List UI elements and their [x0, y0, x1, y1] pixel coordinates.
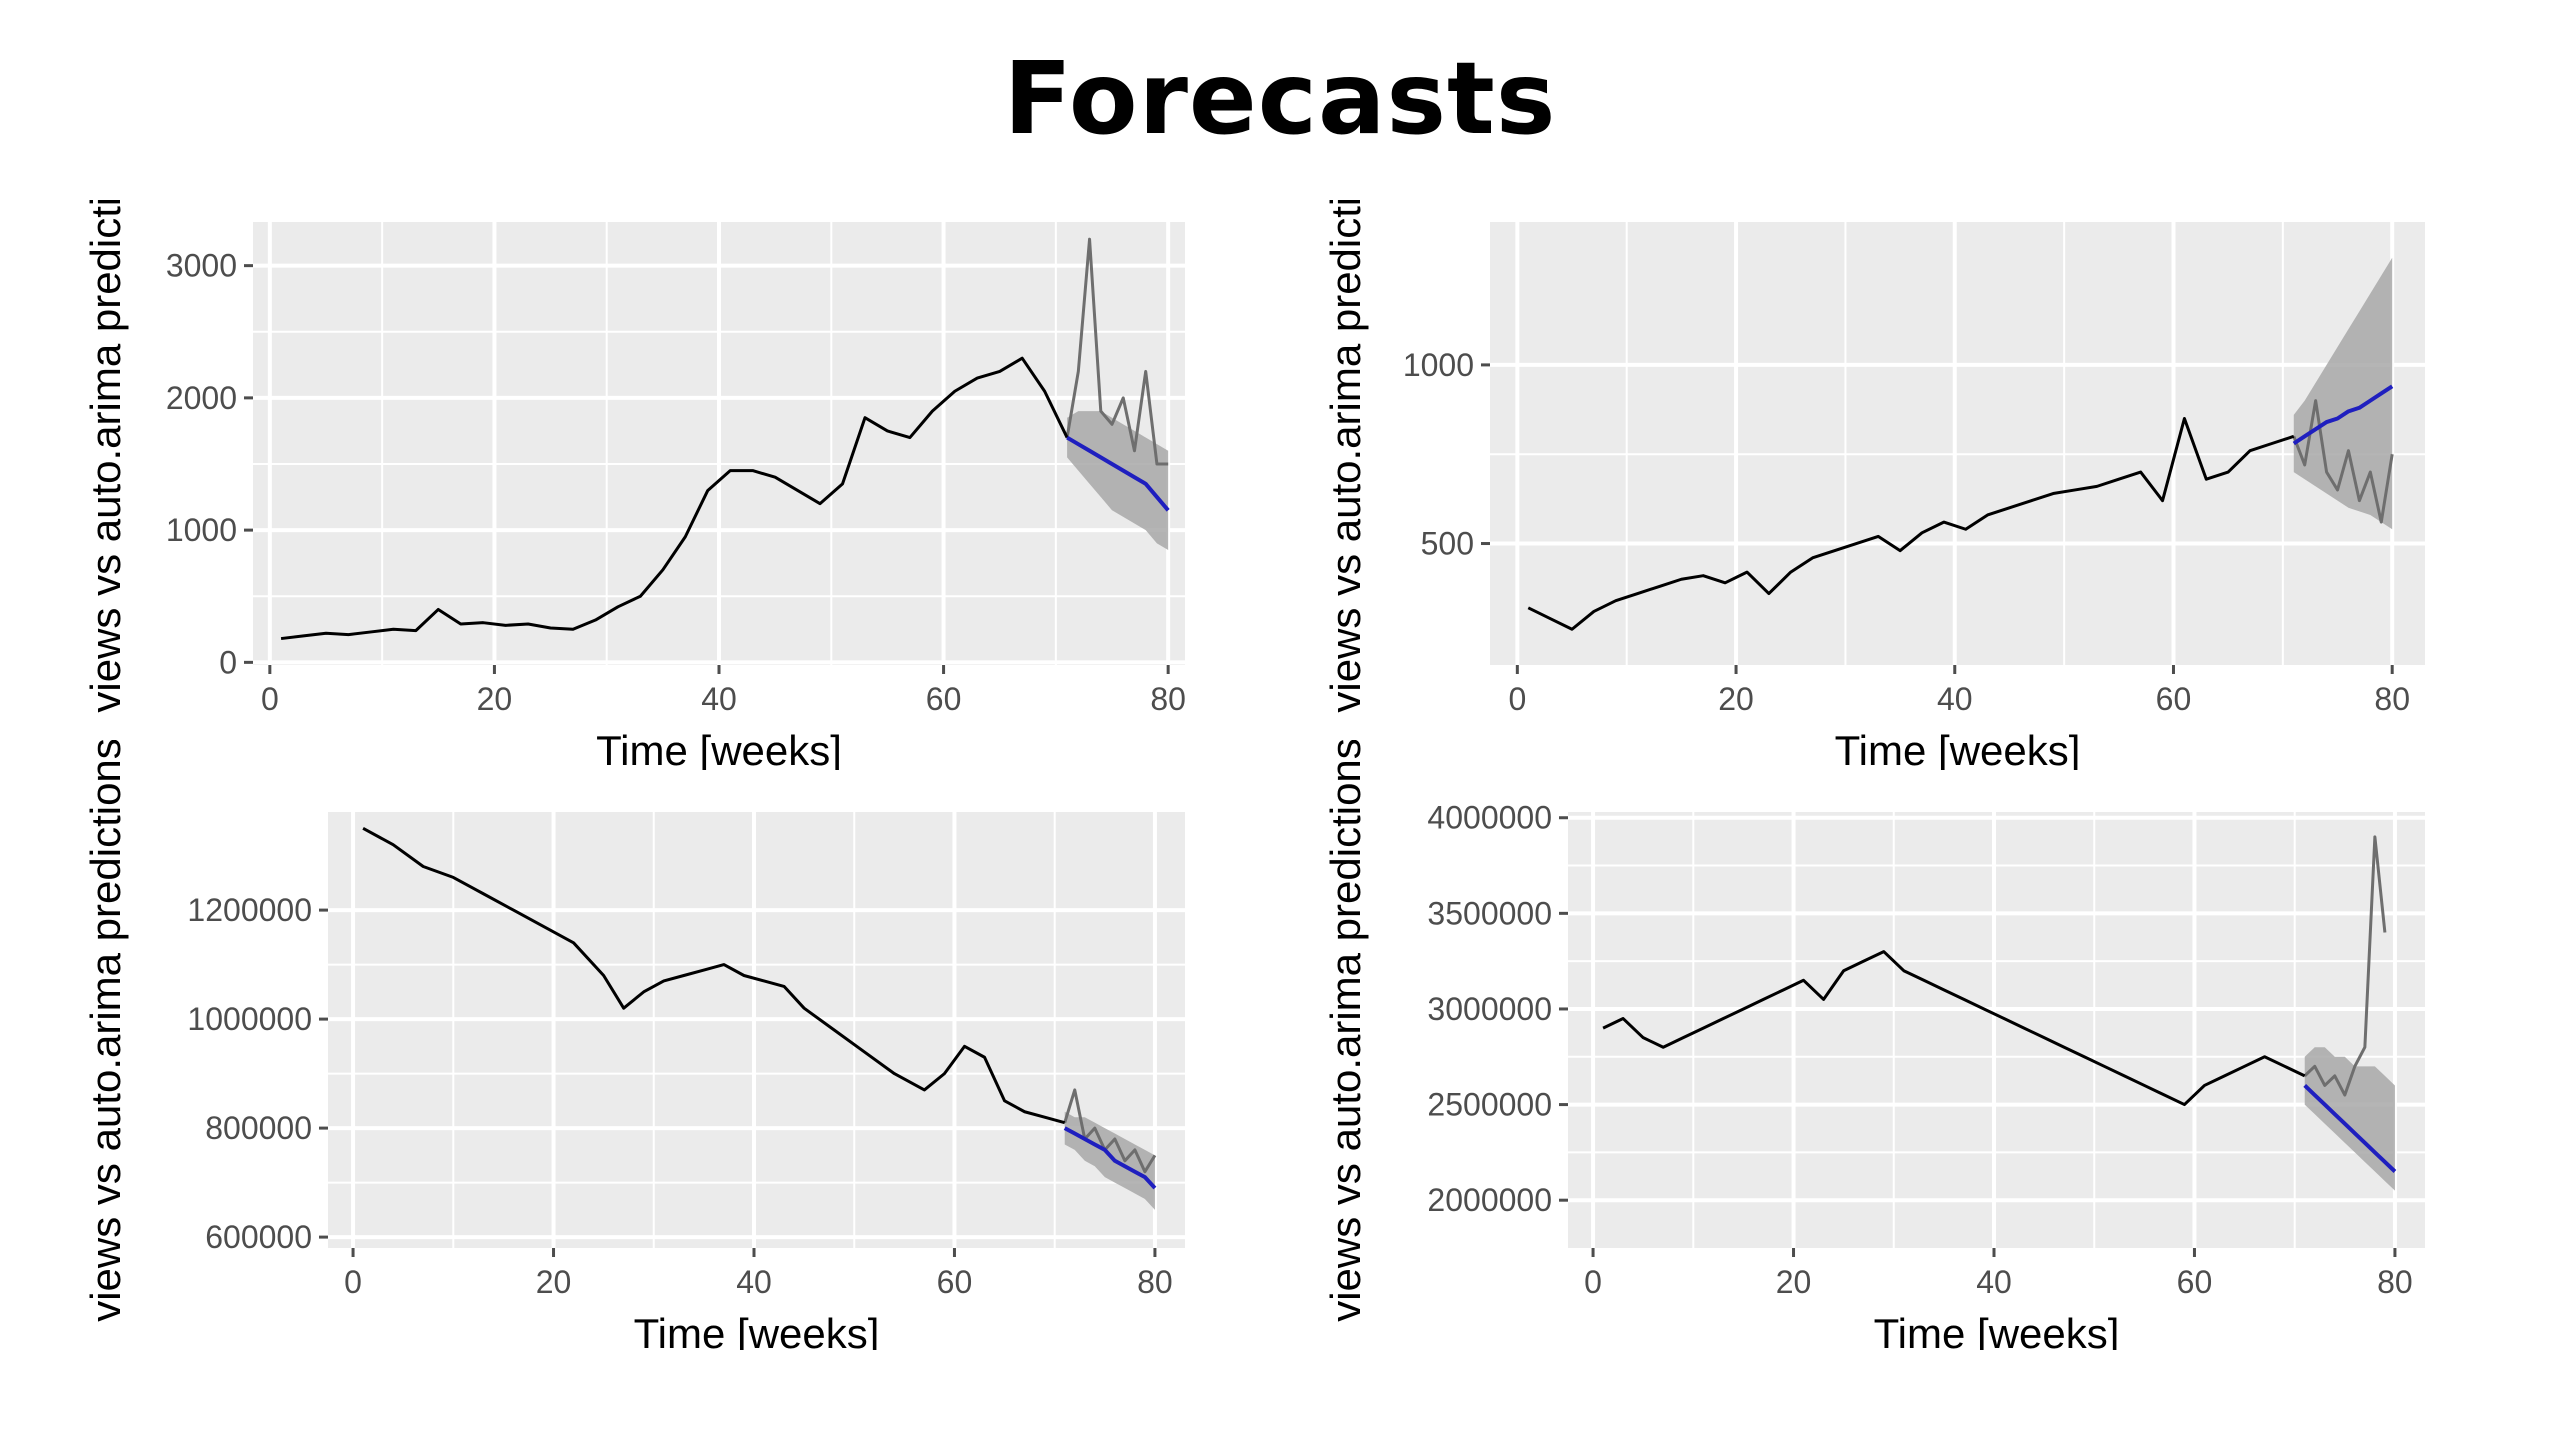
forecast-line: [2292, 384, 2394, 446]
forecast-chart-top-right: 0 20 40 60 80 500 1000 Time [weeks] views vs aut…: [1300, 200, 2480, 770]
forecast-chart-bottom-left: 0 20 40 60 80 600000 800000 1000000 1200000 Time …: [60, 740, 1240, 1350]
x-tick-label: 80: [1150, 681, 1186, 717]
x-axis-title: Time [weeks]: [1874, 1310, 2120, 1350]
plot-panel: [1568, 812, 2425, 1248]
y-tick-label: 4000000: [1427, 800, 1552, 836]
plot-panel: [1490, 222, 2425, 665]
x-tick-label: 0: [1584, 1264, 1602, 1300]
observed-line: [1527, 416, 2295, 631]
x-axis-title: Time [weeks]: [596, 727, 842, 770]
y-tick-label: 600000: [205, 1219, 312, 1255]
x-tick-label: 40: [1976, 1264, 2012, 1300]
y-tick-label: 500: [1421, 526, 1474, 562]
x-tick-label: 0: [344, 1264, 362, 1300]
page-title: Forecasts: [1003, 40, 1557, 157]
y-tick-label: 2000: [166, 380, 237, 416]
x-tick-label: 40: [701, 681, 737, 717]
forecast-chart-bottom-right: 0 20 40 60 80 2000000 2500000 3000000 3500000 400…: [1300, 740, 2480, 1350]
y-tick-label: 1000: [166, 512, 237, 548]
holdout-actual-line: [1063, 1088, 1157, 1174]
prediction-interval: [2293, 257, 2393, 530]
y-tick-label: 2000000: [1427, 1182, 1552, 1218]
x-tick-label: 40: [1937, 681, 1973, 717]
y-tick-label: 1200000: [187, 892, 312, 928]
x-tick-label: 0: [261, 681, 279, 717]
x-tick-label: 80: [2374, 681, 2410, 717]
x-axis-title: Time [weeks]: [1835, 727, 2081, 770]
chart-svg: 0 20 40 60 80 500 1000 Time [weeks] views vs aut…: [1322, 200, 2425, 770]
x-tick-label: 60: [926, 681, 962, 717]
forecast-chart-top-left: 0 20 40 60 80 0 1000 2000 3000 Time [weeks] views …: [60, 200, 1240, 770]
prediction-interval: [1067, 411, 1169, 550]
y-tick-label: 1000000: [187, 1001, 312, 1037]
x-tick-label: 60: [2177, 1264, 2213, 1300]
observed-line: [1602, 950, 2306, 1107]
x-tick-label: 80: [2377, 1264, 2413, 1300]
y-tick-label: 3000: [166, 248, 237, 284]
forecast-line: [1066, 435, 1170, 512]
y-axis-title: views vs auto.arima predictio: [1322, 200, 1369, 713]
x-tick-label: 20: [477, 681, 513, 717]
x-tick-label: 80: [1137, 1264, 1173, 1300]
observed-line: [280, 356, 1069, 641]
y-axis-title: views vs auto.arima predictio: [82, 200, 129, 713]
y-axis-title: views vs auto.arima predictions: [82, 740, 129, 1322]
y-tick-label: 0: [219, 644, 237, 680]
plot-panel: [328, 812, 1185, 1248]
x-tick-label: 20: [536, 1264, 572, 1300]
x-tick-label: 20: [1776, 1264, 1812, 1300]
chart-svg: 0 20 40 60 80 600000 800000 1000000 1200000 Time …: [82, 740, 1185, 1350]
x-tick-label: 60: [2156, 681, 2192, 717]
x-tick-label: 0: [1508, 681, 1526, 717]
y-tick-label: 3000000: [1427, 991, 1552, 1027]
observed-line: [362, 827, 1066, 1125]
y-tick-label: 1000: [1403, 347, 1474, 383]
forecast-line: [1063, 1126, 1157, 1190]
x-tick-label: 40: [736, 1264, 772, 1300]
x-tick-label: 20: [1718, 681, 1754, 717]
x-tick-label: 60: [937, 1264, 973, 1300]
y-tick-label: 2500000: [1427, 1087, 1552, 1123]
holdout-actual-line: [2303, 835, 2387, 1097]
y-axis-title: views vs auto.arima predictions: [1322, 740, 1369, 1322]
holdout-actual-line: [1065, 237, 1169, 466]
y-tick-label: 800000: [205, 1110, 312, 1146]
x-axis-title: Time [weeks]: [634, 1310, 880, 1350]
forecast-line: [2303, 1084, 2397, 1173]
chart-svg: 0 20 40 60 80 2000000 2500000 3000000 3500000 400…: [1322, 740, 2425, 1350]
chart-svg: 0 20 40 60 80 0 1000 2000 3000 Time [weeks] views …: [82, 200, 1186, 770]
y-tick-label: 3500000: [1427, 895, 1552, 931]
